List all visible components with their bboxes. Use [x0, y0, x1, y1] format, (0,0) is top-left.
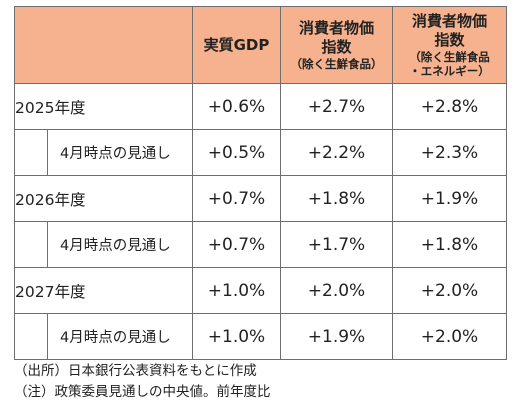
gdp-value: +1.0%: [192, 267, 281, 314]
cpi-value: +1.7%: [280, 221, 393, 268]
april-forecast-label: 4月時点の見通し: [47, 130, 192, 175]
source-note: （出所）日本銀行公表資料をもとに作成: [14, 363, 257, 379]
header-real-gdp: 実質GDP: [192, 6, 281, 84]
april-forecast-label: 4月時点の見通し: [47, 222, 192, 267]
header-cpi: 消費者物価 指数 （除く生鮮食品）: [280, 6, 393, 84]
cpi-value: +2.2%: [280, 129, 393, 176]
header-core-cpi-title: 消費者物価 指数: [411, 12, 487, 49]
gdp-value: +0.7%: [192, 175, 281, 222]
core-cpi-value: +1.8%: [392, 221, 507, 268]
forecast-table: 実質GDP 消費者物価 指数 （除く生鮮食品） 消費者物価 指数 （除く生鮮食品…: [14, 6, 507, 360]
gdp-value: +0.5%: [192, 129, 281, 176]
core-cpi-value: +2.8%: [392, 83, 507, 130]
explanatory-note: （注）政策委員見通しの中央値。前年度比: [14, 384, 271, 400]
header-core-cpi: 消費者物価 指数 （除く生鮮食品 ・エネルギー）: [392, 6, 507, 84]
fiscal-year-label: 2026年度: [14, 175, 193, 222]
gdp-value: +1.0%: [192, 313, 281, 360]
header-cpi-subtitle: （除く生鮮食品）: [290, 57, 383, 71]
footnotes: （出所）日本銀行公表資料をもとに作成 （注）政策委員見通しの中央値。前年度比: [14, 361, 271, 403]
core-cpi-value: +1.9%: [392, 175, 507, 222]
table-row: 2025年度 +0.6% +2.7% +2.8%: [14, 83, 507, 130]
core-cpi-value: +2.0%: [392, 313, 507, 360]
cpi-value: +2.7%: [280, 83, 393, 130]
gdp-value: +0.7%: [192, 221, 281, 268]
fiscal-year-label: 2025年度: [14, 83, 193, 130]
april-forecast-cell: 4月時点の見通し: [14, 221, 193, 268]
core-cpi-value: +2.0%: [392, 267, 507, 314]
april-forecast-cell: 4月時点の見通し: [14, 313, 193, 360]
april-forecast-cell: 4月時点の見通し: [14, 129, 193, 176]
table-row: 4月時点の見通し +0.5% +2.2% +2.3%: [14, 129, 507, 176]
core-cpi-value: +2.3%: [392, 129, 507, 176]
header-empty-cell: [14, 6, 193, 84]
table-row: 2026年度 +0.7% +1.8% +1.9%: [14, 175, 507, 222]
table-row: 2027年度 +1.0% +2.0% +2.0%: [14, 267, 507, 314]
table-row: 4月時点の見通し +1.0% +1.9% +2.0%: [14, 313, 507, 360]
cpi-value: +2.0%: [280, 267, 393, 314]
table-row: 4月時点の見通し +0.7% +1.7% +1.8%: [14, 221, 507, 268]
header-core-cpi-subtitle: （除く生鮮食品 ・エネルギー）: [409, 50, 490, 78]
cpi-value: +1.8%: [280, 175, 393, 222]
header-row: 実質GDP 消費者物価 指数 （除く生鮮食品） 消費者物価 指数 （除く生鮮食品…: [14, 6, 507, 84]
fiscal-year-label: 2027年度: [14, 267, 193, 314]
cpi-value: +1.9%: [280, 313, 393, 360]
header-cpi-title: 消費者物価 指数: [298, 19, 374, 56]
gdp-value: +0.6%: [192, 83, 281, 130]
april-forecast-label: 4月時点の見通し: [47, 314, 192, 359]
